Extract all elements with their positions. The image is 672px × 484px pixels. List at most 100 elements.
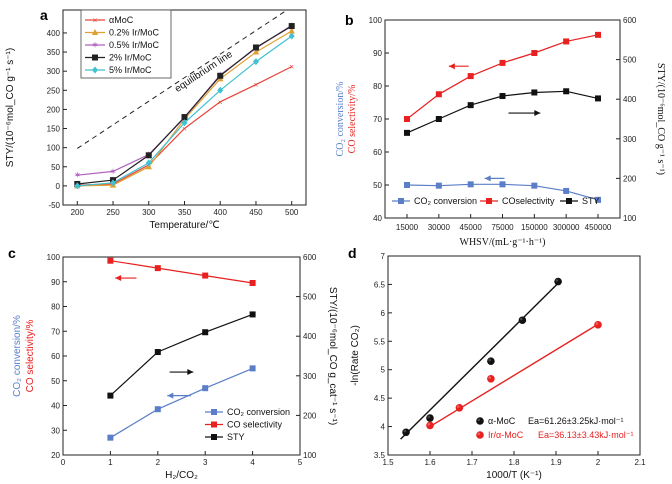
data-point-a-4: [217, 86, 224, 94]
panel-label-d: d: [348, 245, 357, 261]
ytick-d-tick-label: 5: [381, 366, 386, 375]
xtick-d-tick-label: 1.8: [508, 458, 520, 467]
xtick-a-tick-label: 500: [285, 208, 299, 217]
data-point-d-0-shine: [488, 358, 492, 362]
arrow-selectivity-b-head: [448, 63, 455, 70]
x-axis-title-a: Temperature/℃: [149, 220, 219, 231]
ytick-right-c-tick-label: 600: [303, 253, 317, 262]
legend-entry-a-1: 0.2% Ir/MoC: [109, 28, 160, 38]
data-point-a-4: [74, 182, 81, 190]
data-point-b-1: [531, 50, 538, 56]
arrow-selectivity-c: [115, 275, 137, 282]
ytick-right-b-tick-label: 600: [623, 16, 637, 25]
data-point-d-1: [426, 421, 434, 430]
data-point-a-1: [288, 27, 295, 34]
series-line-b-1: [406, 34, 599, 120]
legend-entry-d-1: Ir/α-MoC: [488, 430, 524, 440]
data-point-c-1: [249, 279, 256, 286]
data-point-c-2: [249, 311, 256, 318]
data-point-d-1-shine: [595, 322, 599, 325]
data-point-d-0-shine: [555, 279, 559, 282]
xtick-c-tick-label: 2: [156, 458, 161, 467]
data-point-b-2: [531, 89, 538, 96]
x-axis-title-c: H₂/CO₂: [165, 470, 198, 481]
data-point-b-0: [499, 181, 506, 188]
xtick-b-label: 300000: [553, 223, 580, 232]
legend-entry-c-0: CO₂ conversion: [227, 407, 290, 417]
ytick-left-b-tick-label: 60: [373, 148, 382, 157]
ytick-a-tick-label: -50: [48, 201, 60, 210]
legend-marker-d-1-shine: [477, 432, 481, 436]
data-point-c-1: [154, 265, 161, 272]
data-point-c-1: [202, 272, 209, 279]
ytick-a-tick-label: 0: [56, 182, 61, 191]
xtick-d-tick-label: 1.5: [382, 458, 394, 467]
arrow-sty-b: [508, 110, 541, 117]
data-point-b-0: [595, 196, 601, 203]
data-point-a-4: [252, 58, 259, 66]
y-axis-title-right-c: STY/(10⁻⁶mol_CO g_cat⁻¹ s⁻¹): [327, 287, 338, 425]
legend-marker-a-3: [92, 54, 98, 61]
data-point-c-2: [202, 329, 209, 336]
ytick-d-tick-label: 4.5: [374, 394, 386, 403]
ytick-left-b-tick-label: 40: [373, 214, 382, 223]
data-point-c-0: [202, 385, 209, 392]
legend-marker-b-1: [486, 198, 492, 204]
data-point-b-2: [404, 129, 410, 136]
ytick-a-tick-label: 50: [51, 163, 60, 172]
data-point-a-4: [110, 179, 117, 187]
ytick-a-tick-label: 150: [47, 125, 61, 134]
data-point-a-4: [288, 32, 295, 40]
data-point-a-3: [217, 72, 224, 79]
y-axis-title-left1-b: CO₂ conversion/%: [335, 82, 346, 157]
data-point-a-3: [288, 23, 295, 30]
data-point-b-2: [563, 88, 570, 95]
xtick-d-tick-label: 1.6: [424, 458, 436, 467]
legend-entry-a-4: 5% Ir/MoC: [109, 65, 152, 75]
legend-marker-c-2: [211, 434, 217, 440]
data-point-d-0: [402, 428, 410, 437]
legend-marker-b-2: [566, 198, 572, 204]
data-point-a-4: [181, 119, 188, 127]
y-axis-title-left1-c: CO₂ conversion/%: [12, 315, 23, 397]
arrow-selectivity-c-head: [115, 275, 122, 282]
data-point-b-1: [467, 73, 474, 80]
xtick-a-tick-label: 400: [214, 208, 228, 217]
ytick-left-c-tick-label: 30: [51, 426, 60, 435]
panel-label-b: b: [345, 12, 354, 28]
ytick-left-c-tick-label: 100: [47, 253, 61, 262]
ytick-a-tick-label: 300: [47, 67, 61, 76]
ytick-right-b-tick-label: 500: [623, 56, 637, 65]
ytick-right-c-tick-label: 300: [303, 372, 317, 381]
legend-marker-a-1: [91, 29, 99, 35]
data-point-d-1-shine: [488, 376, 492, 379]
panel-label-a: a: [40, 7, 48, 23]
xtick-a-tick-label: 300: [142, 208, 156, 217]
x-axis-title-b: WHSV/(mL·g⁻¹·h⁻¹): [460, 237, 546, 248]
data-point-b-2: [499, 93, 506, 100]
plot-frame-b: [384, 19, 621, 219]
ytick-right-c-tick-label: 100: [303, 451, 317, 460]
ytick-d-tick-label: 4: [381, 423, 386, 432]
ytick-left-c-tick-label: 70: [51, 327, 60, 336]
data-point-b-0: [404, 182, 410, 188]
xtick-b-label: 30000: [428, 223, 451, 232]
data-point-d-1: [455, 404, 464, 412]
legend-entry-a-3: 2% Ir/MoC: [109, 53, 152, 63]
panel-b: b 40 50 60 70 80 90 100 100 200 300 400 500 600 15000 3…: [335, 12, 666, 248]
xtick-a-tick-label: 350: [178, 208, 192, 217]
data-point-d-1: [594, 320, 602, 329]
data-point-b-0: [531, 182, 538, 189]
ytick-right-c-tick-label: 500: [303, 293, 317, 302]
xtick-b-label: 45000: [460, 223, 483, 232]
legend-entry-d-0: α-MoC: [488, 416, 516, 426]
panel-c: c 20 30 40 50 60 70 80 90 100 100 200 300 400 500 600 0 1…: [8, 245, 338, 481]
ytick-left-c-tick-label: 50: [51, 377, 60, 386]
data-point-a-1: [252, 48, 260, 55]
xtick-b-label: 150000: [521, 223, 548, 232]
legend-box-a: [80, 9, 172, 79]
ytick-right-b-tick-label: 100: [623, 214, 637, 223]
data-point-a-3: [252, 44, 259, 51]
data-point-b-0: [435, 182, 442, 189]
data-point-a-3: [181, 114, 188, 121]
